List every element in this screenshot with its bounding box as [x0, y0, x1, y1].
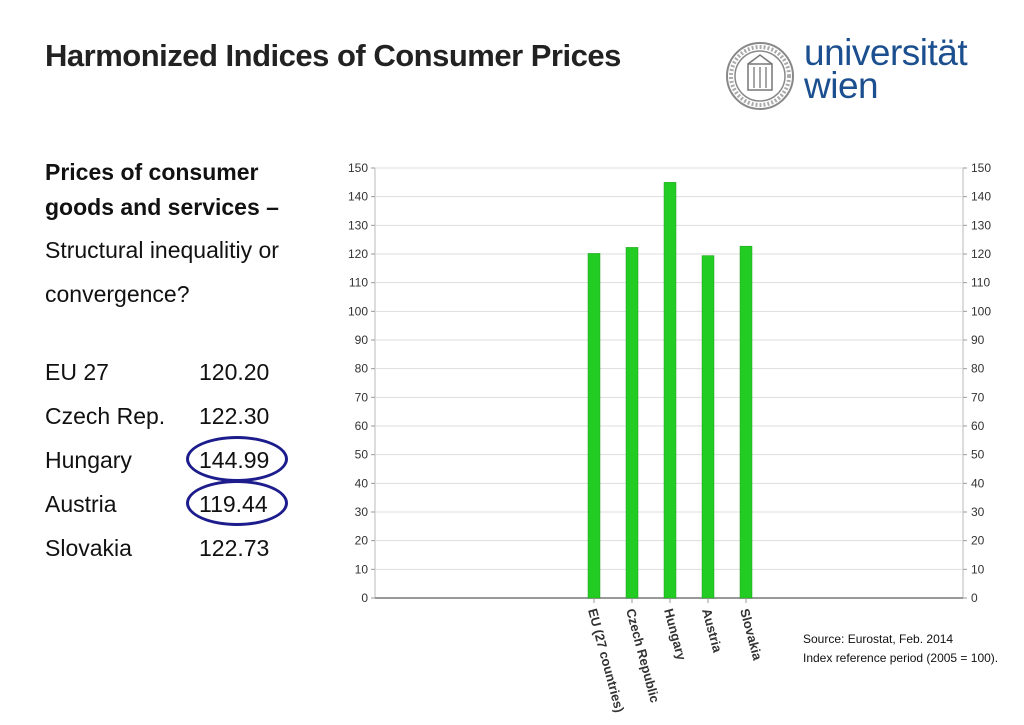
index-value: 122.73: [199, 535, 270, 561]
y-tick-label: 20: [355, 534, 369, 548]
country-label: EU 27: [45, 359, 109, 385]
bar: [701, 255, 715, 599]
bar: [739, 245, 753, 599]
x-tick-label: Czech Republic: [623, 607, 663, 704]
source-text: Source: Eurostat, Feb. 2014: [803, 632, 954, 646]
y-tick-label: 150: [348, 161, 368, 175]
logo-line-2: wien: [804, 65, 879, 106]
index-value: 120.20: [199, 359, 270, 385]
slide-title: Harmonized Indices of Consumer Prices: [45, 38, 621, 73]
y2-tick-label: 80: [971, 362, 985, 376]
y2-tick-label: 70: [971, 390, 985, 404]
country-label: Czech Rep.: [45, 403, 166, 429]
y2-tick-label: 30: [971, 505, 985, 519]
y-tick-label: 60: [355, 419, 369, 433]
y2-tick-label: 120: [971, 247, 991, 261]
university-logo: universität wien: [724, 34, 994, 120]
y2-tick-label: 110: [971, 276, 990, 290]
y-tick-label: 110: [349, 276, 368, 290]
logo-line-1: universität: [804, 32, 968, 73]
y-tick-label: 70: [355, 390, 369, 404]
y2-tick-label: 20: [971, 534, 985, 548]
y2-tick-label: 140: [971, 190, 991, 204]
y-tick-label: 40: [355, 476, 369, 490]
y-tick-label: 140: [348, 190, 368, 204]
y2-tick-label: 130: [971, 218, 991, 232]
y2-tick-label: 150: [971, 161, 991, 175]
y-tick-label: 120: [348, 247, 368, 261]
country-label: Austria: [45, 491, 117, 517]
y2-tick-label: 60: [971, 419, 985, 433]
highlight-circle: [186, 480, 288, 526]
x-tick-label: Hungary: [661, 607, 689, 663]
bar-chart: 0 0 10 10 20 20 30 30 40 40 50 50 60 60 70 70 80 80 90 90 10…: [348, 161, 991, 714]
y2-tick-label: 50: [971, 448, 985, 462]
reference-period-text: Index reference period (2005 = 100).: [803, 651, 999, 665]
university-seal-icon: [726, 42, 794, 110]
country-label: Hungary: [45, 447, 132, 473]
y2-tick-label: 0: [971, 591, 978, 605]
y-tick-label: 50: [355, 448, 369, 462]
section-subtitle: Structural inequalitiy or convergence?: [45, 237, 279, 307]
y2-tick-label: 40: [971, 476, 985, 490]
bar: [663, 182, 677, 599]
section-heading: Prices of consumer goods and services –: [45, 159, 279, 220]
y-tick-label: 130: [348, 218, 368, 232]
y-tick-label: 90: [355, 333, 369, 347]
y-tick-label: 100: [348, 304, 368, 318]
x-tick-label: Slovakia: [737, 607, 765, 663]
y2-tick-label: 90: [971, 333, 985, 347]
bar: [625, 247, 639, 599]
x-tick-label: EU (27 countries): [585, 607, 627, 714]
y-tick-label: 30: [355, 505, 369, 519]
highlight-circle: [186, 436, 288, 482]
bar: [587, 253, 601, 599]
y-tick-label: 80: [355, 362, 369, 376]
y2-tick-label: 100: [971, 304, 991, 318]
y-tick-label: 10: [355, 562, 369, 576]
country-label: Slovakia: [45, 535, 132, 561]
source-note: Source: Eurostat, Feb. 2014 Index refere…: [803, 628, 1003, 667]
y-tick-label: 0: [361, 591, 368, 605]
index-value: 122.30: [199, 403, 270, 429]
y2-tick-label: 10: [971, 562, 985, 576]
x-tick-label: Austria: [699, 607, 725, 655]
